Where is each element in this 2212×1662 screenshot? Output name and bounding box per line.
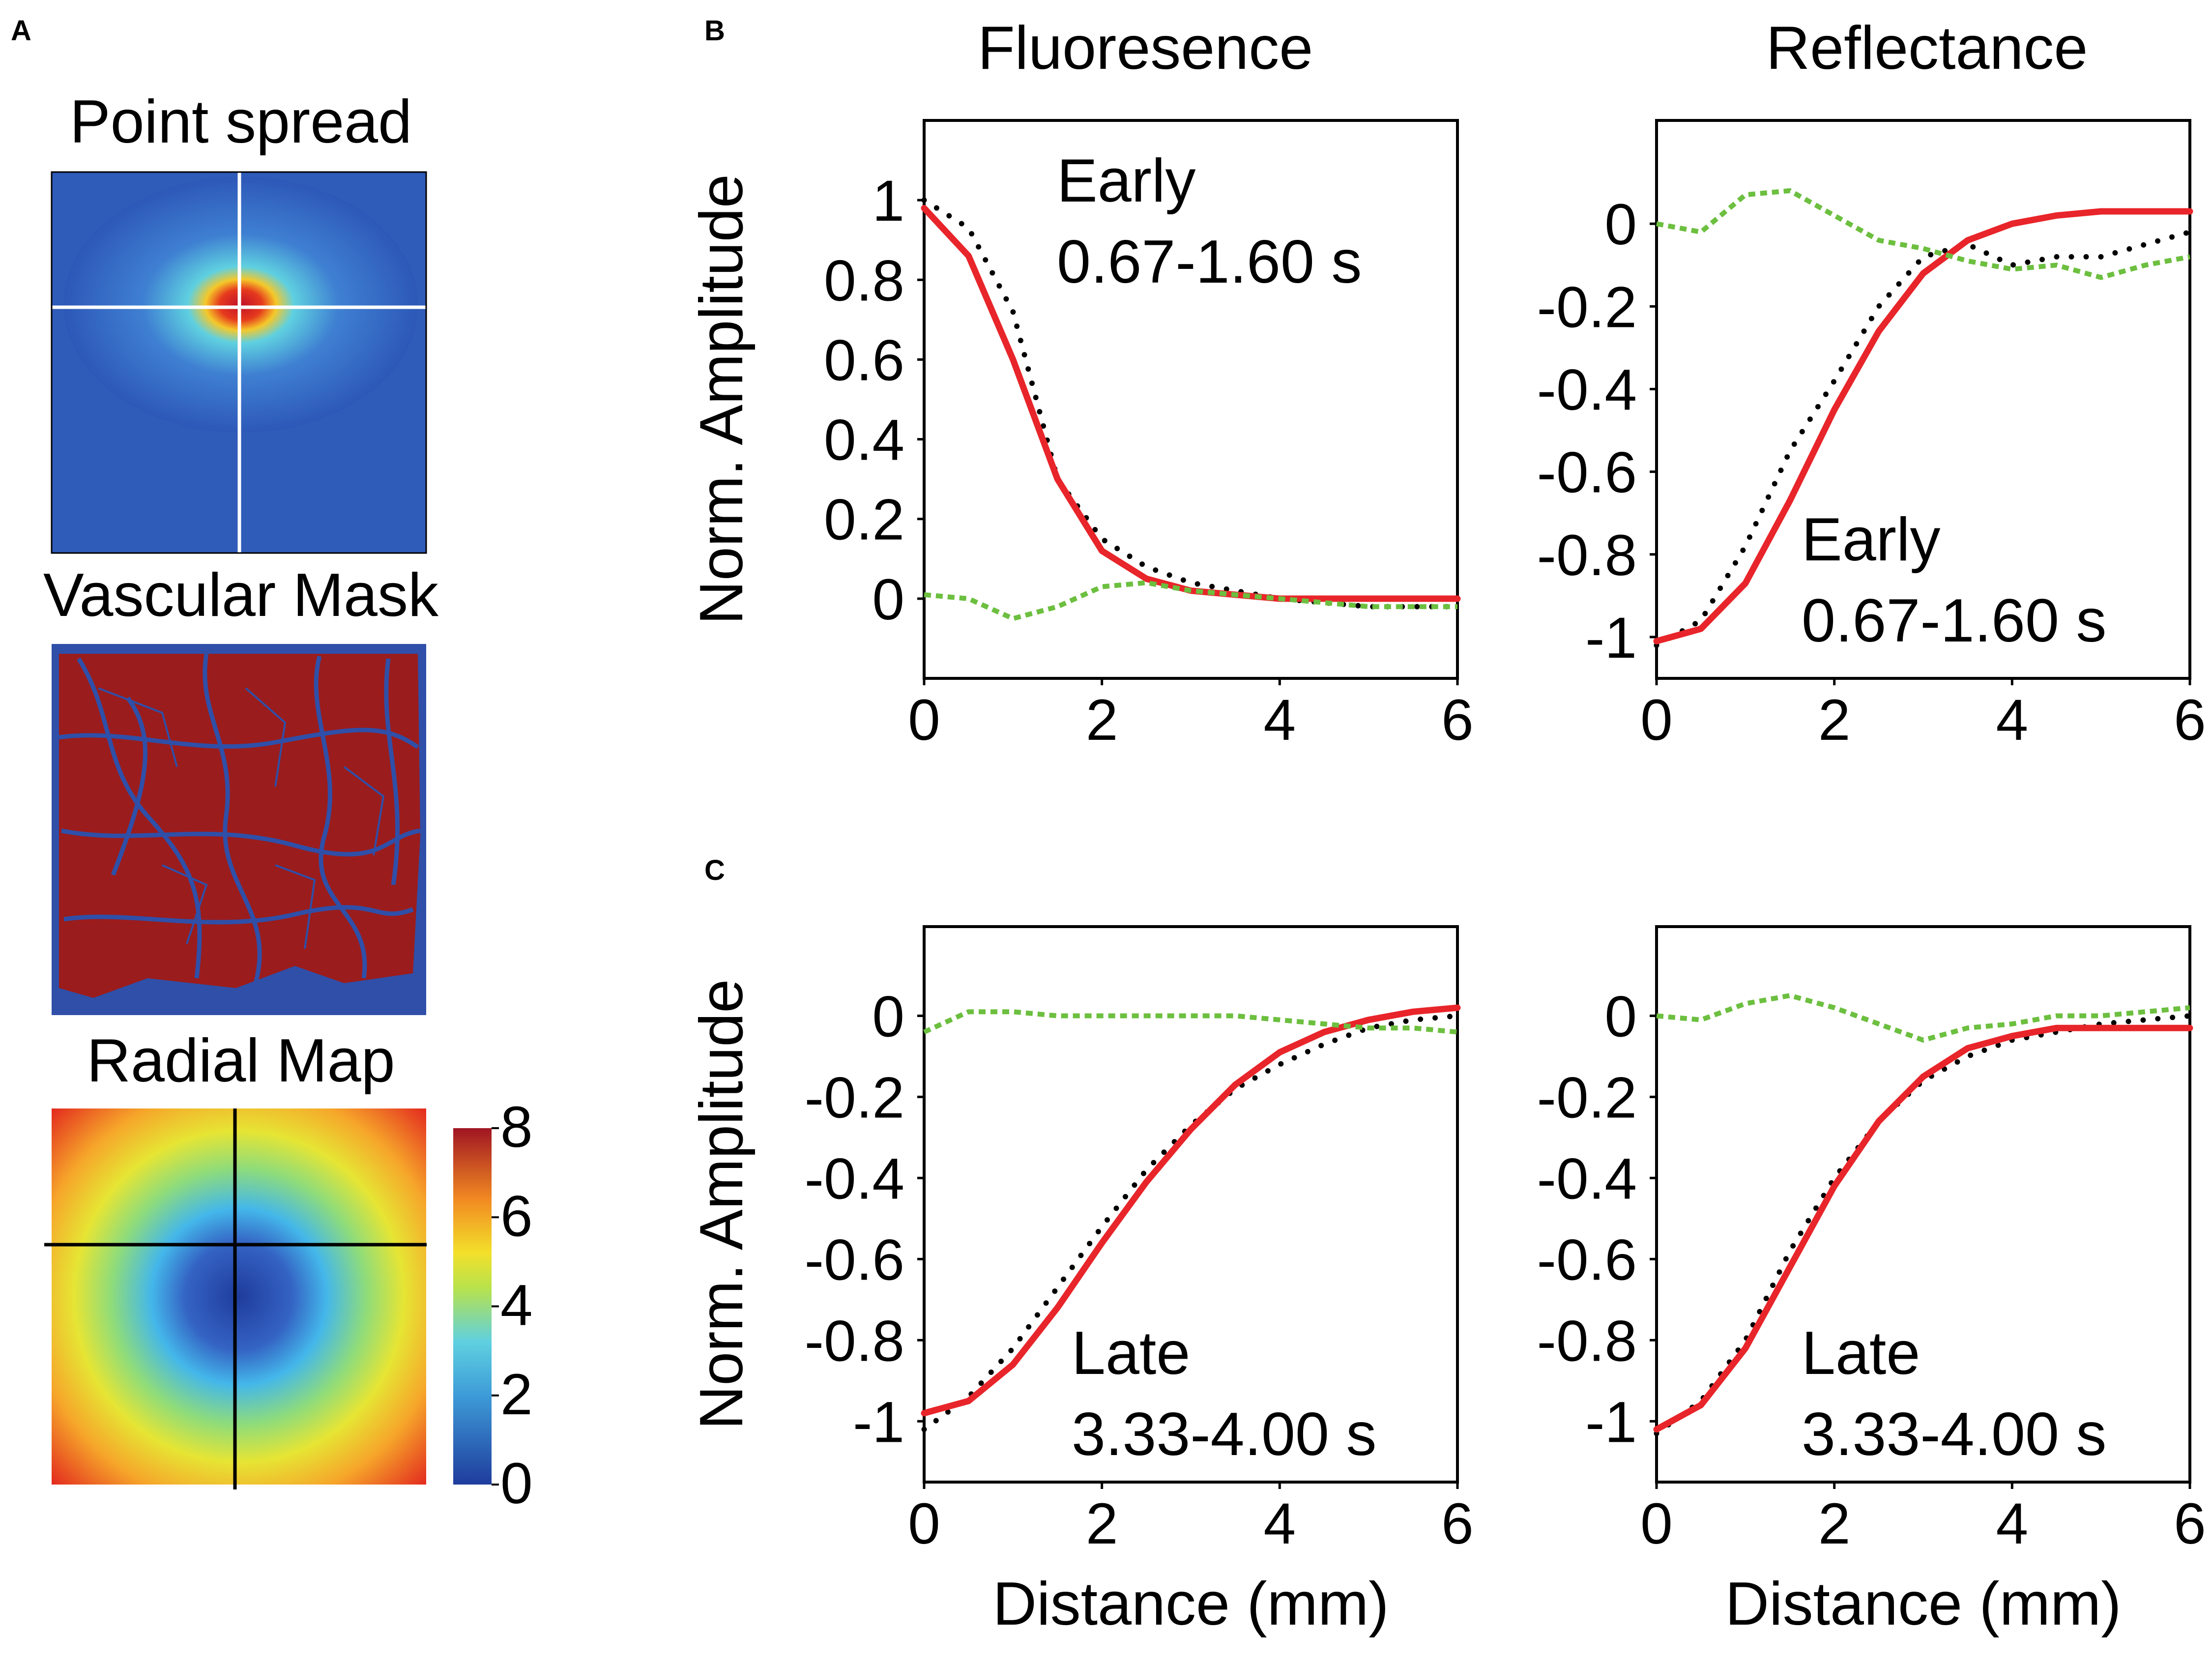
col-title-fluorescence: Fluoresence [978,14,1313,82]
vascular-mask-title: Vascular Mask [43,561,439,629]
annotation-time-range: 3.33-4.00 s [1802,1400,2106,1468]
y-tick-label: 0.6 [824,328,904,393]
y-tick-label: -1 [853,1390,904,1455]
annotation-period: Late [1802,1319,1920,1387]
series-data-line [921,197,1460,610]
x-tick-label: 4 [1996,1491,2029,1556]
annotation-period: Late [1072,1319,1190,1387]
y-tick-label: 0.2 [824,488,904,553]
x-tick-label: 2 [1086,688,1118,753]
annotation-time-range: 0.67-1.60 s [1802,587,2106,655]
x-tick-label: 2 [1086,1491,1118,1556]
x-tick-label: 0 [908,688,940,753]
y-tick-label: -0.6 [1537,1227,1637,1292]
x-tick-label: 0 [908,1491,940,1556]
x-axis-label: Distance (mm) [992,1570,1389,1638]
y-tick-label: 0 [872,984,904,1049]
y-tick-label: -0.6 [805,1227,904,1292]
colorbar-tick-label: 0 [500,1451,533,1516]
col-title-reflectance: Reflectance [1766,14,2088,82]
series-residual-line [1656,993,2190,1043]
annotation-time-range: 3.33-4.00 s [1072,1400,1376,1468]
colorbar-tick-label: 6 [500,1184,533,1249]
y-tick-label: -1 [1585,1390,1637,1455]
panel-c-letter: C [704,854,725,886]
x-tick-label: 6 [2174,1491,2206,1556]
colorbar-tick-label: 2 [500,1362,533,1427]
panel-b-letter: B [704,15,725,47]
chart-reflectance-late: 0 2 4 6 0 -0.2 -0.4 -0.6 -0.8 -1 Distance (mm) Late… [1537,925,2206,1638]
x-tick-label: 4 [1264,1491,1296,1556]
annotation-time-range: 0.67-1.60 s [1057,228,1362,296]
y-tick-label: 0.4 [824,408,904,473]
y-axis-label: Norm. Amplitude [688,979,756,1430]
x-tick-label: 2 [1818,688,1851,753]
x-tick-label: 4 [1996,688,2029,753]
radial-map-image [44,1108,427,1489]
series-data-line [1654,1013,2193,1436]
series-residual-line [923,1009,1458,1035]
chart-fluorescence-early: 0 2 4 6 1 0.8 0.6 0.4 0.2 0 Norm. Amplitude Early 0.… [688,119,1474,753]
annotation-period: Early [1057,147,1196,215]
plot-frame [923,119,1459,680]
y-tick-label: -0.8 [1537,1309,1637,1373]
y-tick-label: -1 [1585,606,1637,671]
x-tick-label: 4 [1264,688,1296,753]
y-tick-label: -0.2 [805,1065,904,1130]
y-tick-label: 0 [1604,192,1637,257]
plot-frame [923,925,1459,1484]
x-tick-label: 6 [2174,688,2206,753]
radial-colorbar: 8 6 4 2 0 [453,1095,533,1516]
x-tick-label: 0 [1640,688,1673,753]
series-residual-line [924,580,1457,621]
x-tick-label: 2 [1818,1491,1851,1556]
point-spread-image [51,171,427,554]
series-fit-line [1653,1024,2193,1433]
series-fit-line [921,1004,1461,1417]
x-tick-label: 6 [1441,688,1474,753]
x-axis-label: Distance (mm) [1725,1570,2121,1638]
annotation-period: Early [1802,506,1941,574]
y-tick-label: -0.8 [1537,523,1637,588]
y-tick-label: 1 [872,169,904,233]
y-axis-label: Norm. Amplitude [688,174,756,625]
series-data-line [1654,229,2193,648]
y-tick-label: -0.4 [1537,1146,1637,1211]
chart-reflectance-early: 0 2 4 6 0 -0.2 -0.4 -0.6 -0.8 -1 Early 0.67-1.60 s [1537,119,2206,753]
y-tick-label: -0.4 [805,1146,904,1211]
x-tick-label: 0 [1640,1491,1673,1556]
y-tick-label: 0.8 [824,248,904,313]
plot-frame [1655,925,2191,1484]
y-tick-label: -0.6 [1537,440,1637,505]
colorbar-tick-label: 4 [500,1273,533,1338]
series-data-line [921,1013,1460,1432]
plot-frame [1655,119,2191,680]
vascular-mask-image [52,644,426,1015]
radial-map-title: Radial Map [87,1027,395,1095]
point-spread-title: Point spread [70,88,412,156]
series-residual-line [1656,188,2190,280]
y-tick-label: -0.8 [805,1309,904,1373]
y-tick-label: -0.4 [1537,357,1637,422]
colorbar-tick-label: 8 [500,1095,533,1160]
y-tick-label: 0 [872,567,904,632]
x-tick-label: 6 [1441,1491,1474,1556]
y-tick-label: -0.2 [1537,275,1637,340]
y-tick-label: 0 [1604,984,1637,1049]
y-tick-label: -0.2 [1537,1065,1637,1130]
series-fit-line [1653,208,2193,644]
chart-fluorescence-late: 0 2 4 6 0 -0.2 -0.4 -0.6 -0.8 -1 Norm. Amplitude Di… [688,925,1474,1638]
panel-a-letter: A [11,15,31,47]
